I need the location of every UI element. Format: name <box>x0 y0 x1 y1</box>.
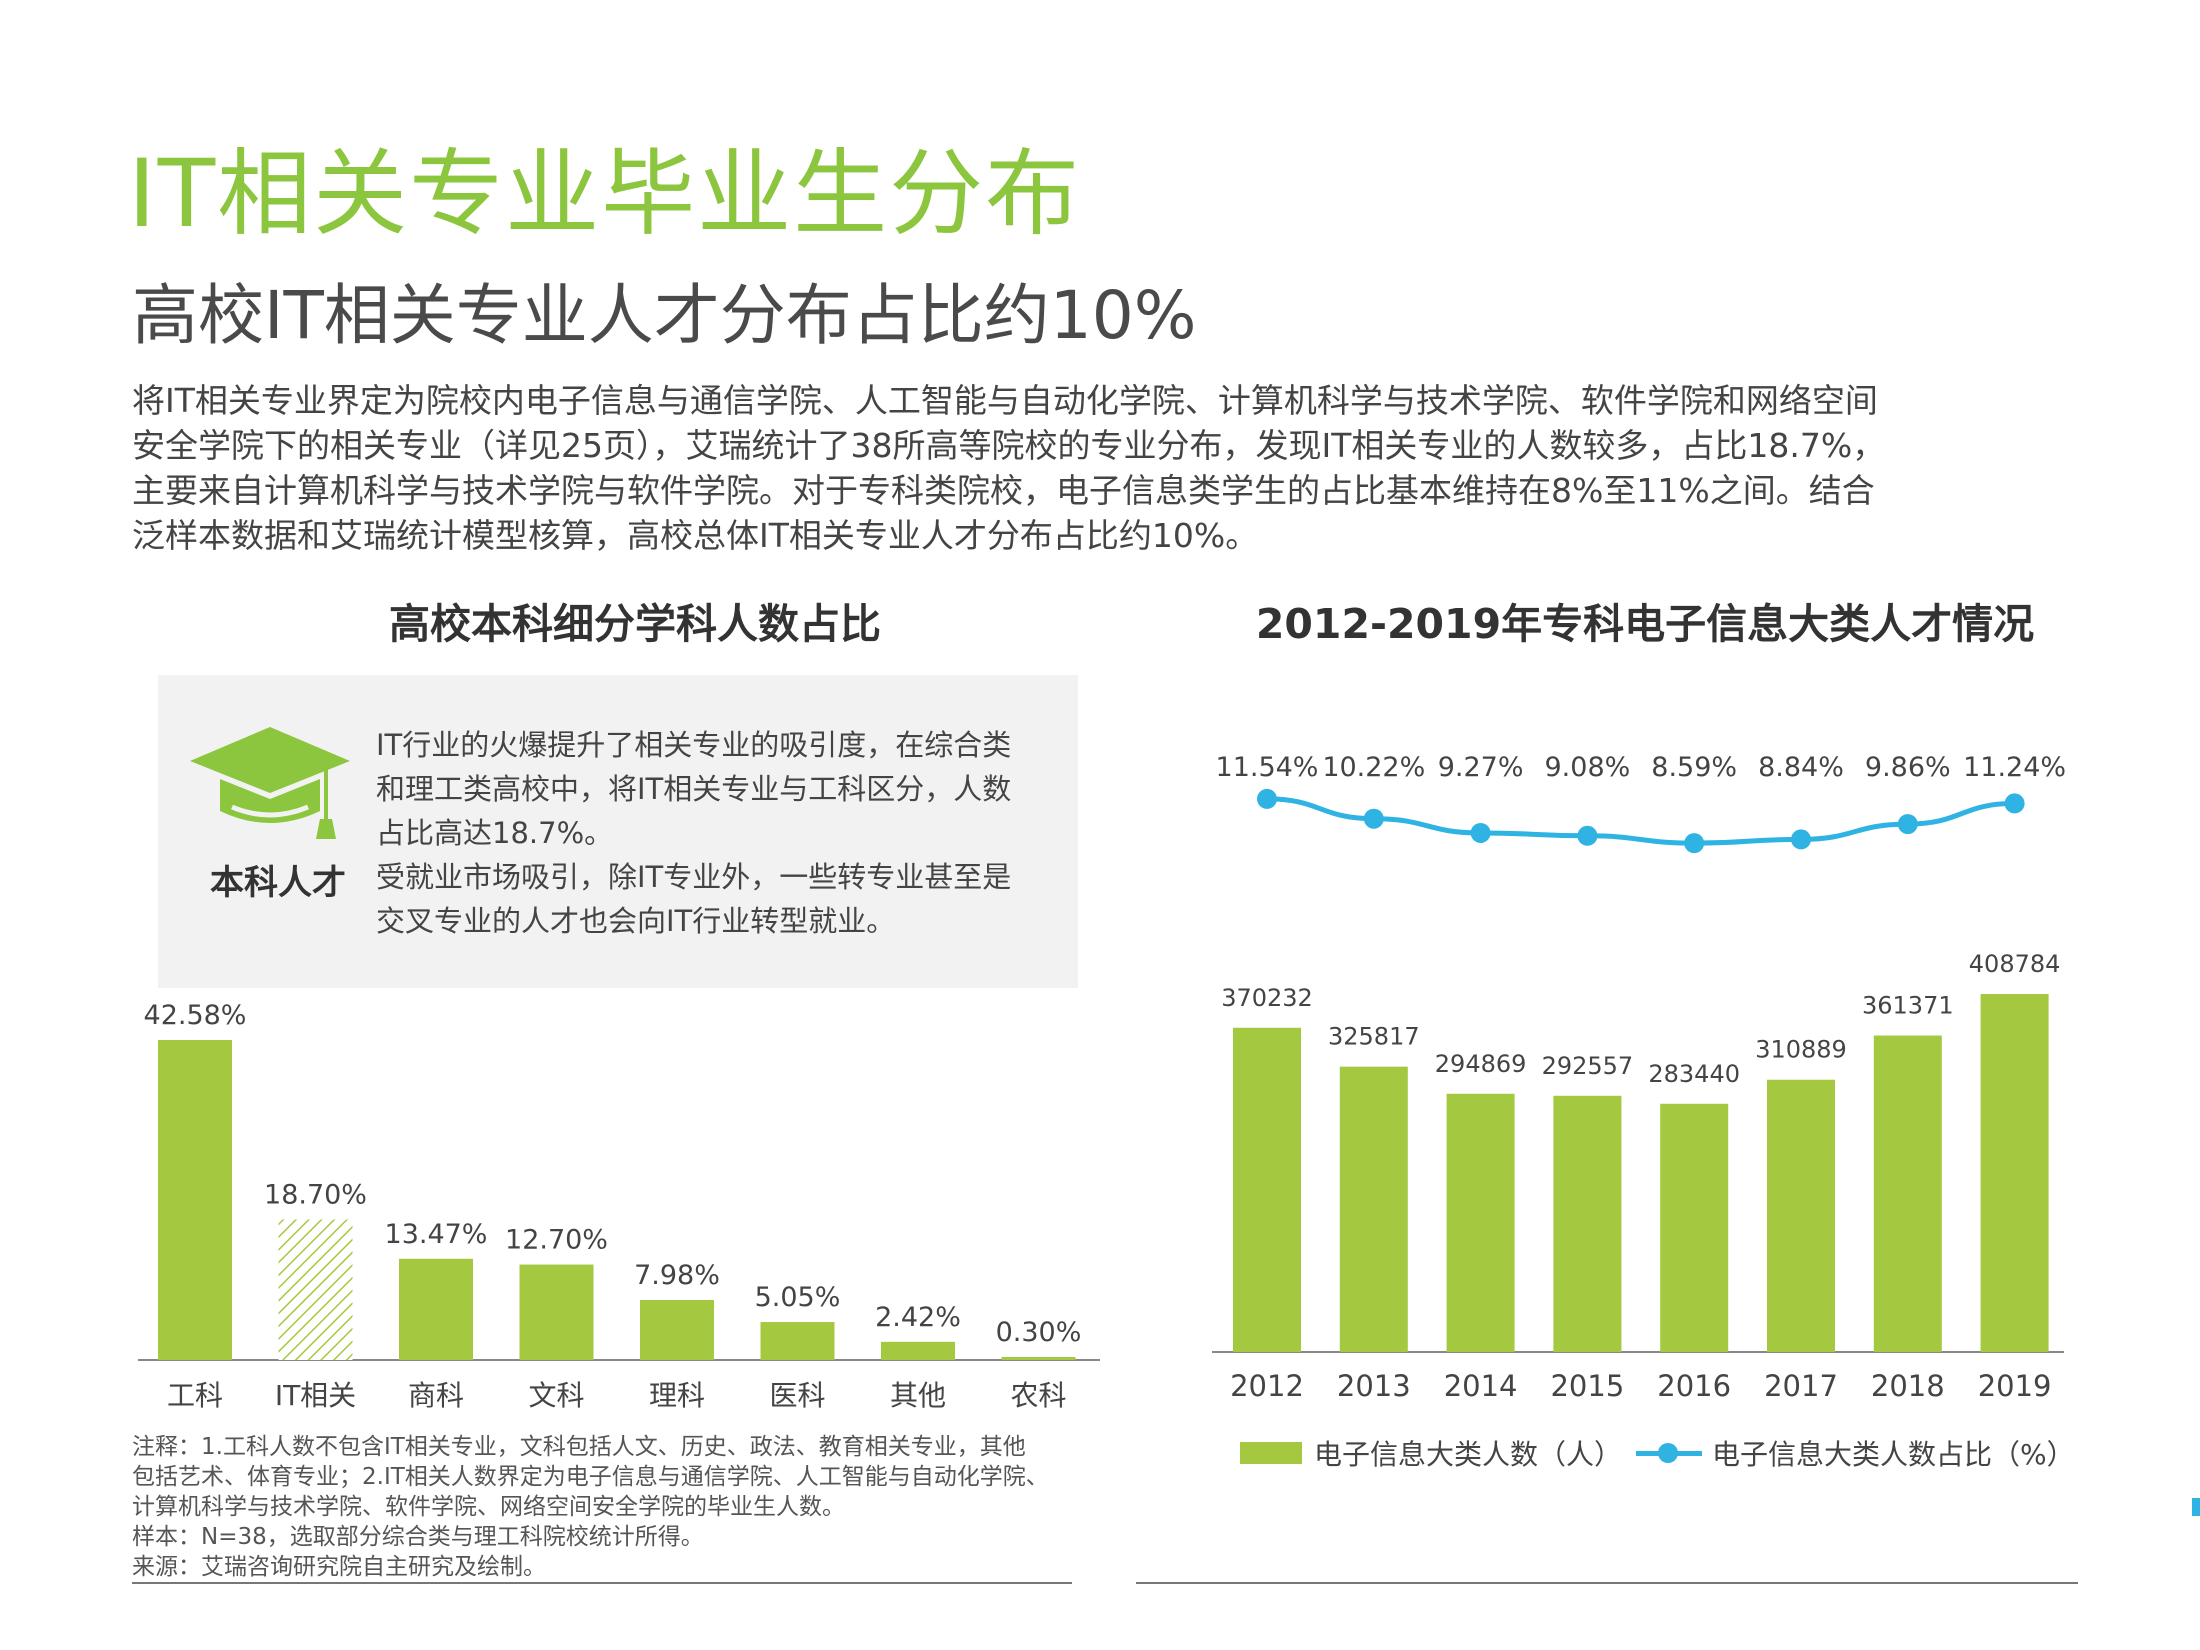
legend-bar-swatch <box>1240 1442 1302 1464</box>
x-tick-label: 文科 <box>528 1379 584 1412</box>
bar-7 <box>1980 994 2049 1352</box>
right-chart-legend: 电子信息大类人数（人） 电子信息大类人数占比（%） <box>1240 1433 2075 1473</box>
line-point-4 <box>1684 833 1705 854</box>
bar-2 <box>399 1258 473 1360</box>
intro-line: 主要来自计算机科学与技术学院与软件学院。对于专科类院校，电子信息类学生的占比基本… <box>132 471 1875 510</box>
intro-line: 将IT相关专业界定为院校内电子信息与通信学院、人工智能与自动化学院、计算机科学与… <box>132 381 1878 420</box>
line-value-label: 8.84% <box>1758 752 1844 783</box>
bar-0 <box>1233 1027 1301 1352</box>
bottom-rule-left <box>132 1582 1072 1584</box>
info-box-line: IT行业的火爆提升了相关专业的吸引度，在综合类 <box>376 728 1012 762</box>
bar-5 <box>1767 1079 1835 1352</box>
x-tick-label: 2016 <box>1657 1369 1731 1403</box>
bar-value-label: 325817 <box>1328 1023 1420 1051</box>
intro-line: 泛样本数据和艾瑞统计模型核算，高校总体IT相关专业人才分布占比约10%。 <box>132 516 1259 555</box>
bar-value-label: 370232 <box>1221 984 1313 1012</box>
x-tick-label: 理科 <box>649 1379 705 1412</box>
line-value-label: 11.54% <box>1216 752 1319 783</box>
x-tick-label: 2017 <box>1764 1369 1838 1403</box>
line-value-label: 10.22% <box>1322 752 1425 783</box>
line-point-1 <box>1363 808 1384 829</box>
page-title: IT相关专业毕业生分布 <box>128 140 1082 249</box>
bar-value-label: 7.98% <box>634 1260 720 1291</box>
left-chart-title: 高校本科细分学科人数占比 <box>389 600 881 648</box>
line-value-label: 11.24% <box>1963 752 2066 783</box>
bar-value-label: 18.70% <box>264 1179 367 1210</box>
page-edge-marker <box>2192 1498 2200 1516</box>
x-tick-label: 2019 <box>1978 1369 2052 1403</box>
bar-value-label: 283440 <box>1648 1060 1740 1088</box>
line-point-7 <box>2004 793 2025 814</box>
legend-line-swatch <box>1636 1441 1703 1465</box>
note-line: 计算机科学与技术学院、软件学院、网络空间安全学院的毕业生人数。 <box>132 1494 845 1520</box>
line-point-6 <box>1897 814 1918 835</box>
bar-2 <box>1446 1093 1515 1352</box>
bar-value-label: 42.58% <box>144 1000 247 1031</box>
bar-1 <box>278 1219 353 1360</box>
note-line: 样本：N=38，选取部分综合类与理工科院校统计所得。 <box>132 1524 704 1550</box>
info-box-line: 交叉专业的人才也会向IT行业转型就业。 <box>376 904 896 938</box>
bar-value-label: 292557 <box>1542 1052 1634 1080</box>
bar-value-label: 13.47% <box>385 1219 488 1250</box>
x-tick-label: 2013 <box>1337 1369 1411 1403</box>
info-box: 本科人才 IT行业的火爆提升了相关专业的吸引度，在综合类 和理工类高校中，将IT… <box>158 675 1078 988</box>
bar-5 <box>760 1322 835 1360</box>
bar-value-label: 5.05% <box>755 1282 841 1313</box>
bar-4 <box>640 1300 714 1360</box>
info-box-text: IT行业的火爆提升了相关专业的吸引度，在综合类 和理工类高校中，将IT相关专业与… <box>376 723 1056 943</box>
bar-6 <box>881 1341 955 1360</box>
bar-3 <box>519 1264 594 1360</box>
info-box-line: 受就业市场吸引，除IT专业外，一些转专业甚至是 <box>376 860 1012 894</box>
bar-value-label: 0.30% <box>996 1317 1082 1348</box>
bar-1 <box>1339 1066 1408 1352</box>
x-tick-label: 2014 <box>1444 1369 1518 1403</box>
bottom-rule-right <box>1136 1582 2078 1584</box>
line-value-label: 9.08% <box>1545 752 1631 783</box>
x-tick-label: 医科 <box>769 1379 825 1412</box>
bar-7 <box>1001 1357 1076 1360</box>
note-line: 注释：1.工科人数不包含IT相关专业，文科包括人文、历史、政法、教育相关专业，其… <box>132 1434 1026 1460</box>
line-value-label: 9.86% <box>1865 752 1951 783</box>
line-point-2 <box>1470 822 1491 843</box>
bar-0 <box>158 1040 232 1360</box>
intro-line: 安全学院下的相关专业（详见25页），艾瑞统计了38所高等院校的专业分布，发现IT… <box>132 426 1886 465</box>
x-tick-label: 农科 <box>1010 1379 1066 1412</box>
bar-value-label: 294869 <box>1435 1050 1527 1078</box>
x-tick-label: 工科 <box>167 1379 223 1412</box>
bar-3 <box>1553 1095 1622 1352</box>
line-value-label: 8.59% <box>1651 752 1737 783</box>
ratio-line <box>1266 796 2015 846</box>
x-tick-label: IT相关 <box>275 1379 356 1412</box>
note-line: 包括艺术、体育专业；2.IT相关人数界定为电子信息与通信学院、人工智能与自动化学… <box>132 1464 1049 1490</box>
info-box-line: 和理工类高校中，将IT相关专业与工科区分，人数 <box>376 772 1012 806</box>
note-line: 来源：艾瑞咨询研究院自主研究及绘制。 <box>132 1554 546 1580</box>
x-tick-label: 2018 <box>1871 1369 1945 1403</box>
x-tick-label: 其他 <box>890 1379 946 1412</box>
bar-4 <box>1660 1103 1729 1352</box>
info-box-line: 占比高达18.7%。 <box>376 816 614 850</box>
info-box-label: 本科人才 <box>210 863 346 903</box>
bar-value-label: 2.42% <box>875 1302 961 1333</box>
bar-value-label: 310889 <box>1755 1036 1847 1064</box>
bar-value-label: 12.70% <box>505 1225 608 1256</box>
bar-value-label: 361371 <box>1862 992 1954 1020</box>
line-point-5 <box>1791 829 1811 850</box>
legend-line-label: 电子信息大类人数占比（%） <box>1712 1438 2075 1471</box>
legend-bar-label: 电子信息大类人数（人） <box>1314 1438 1623 1471</box>
footnotes: 注释：1.工科人数不包含IT相关专业，文科包括人文、历史、政法、教育相关专业，其… <box>132 1432 1049 1582</box>
intro-paragraph: 将IT相关专业界定为院校内电子信息与通信学院、人工智能与自动化学院、计算机科学与… <box>132 378 2092 558</box>
line-value-label: 9.27% <box>1438 752 1524 783</box>
graduation-cap-icon <box>190 727 350 839</box>
x-tick-label: 商科 <box>408 1379 464 1412</box>
bar-6 <box>1873 1035 1942 1352</box>
page-subtitle: 高校IT相关专业人才分布占比约10% <box>132 277 1197 354</box>
x-tick-label: 2012 <box>1230 1369 1304 1403</box>
bar-value-label: 408784 <box>1969 950 2061 978</box>
line-point-0 <box>1257 788 1277 809</box>
x-tick-label: 2015 <box>1550 1369 1624 1403</box>
line-point-3 <box>1577 825 1598 846</box>
right-chart-title: 2012-2019年专科电子信息大类人才情况 <box>1255 600 2035 648</box>
